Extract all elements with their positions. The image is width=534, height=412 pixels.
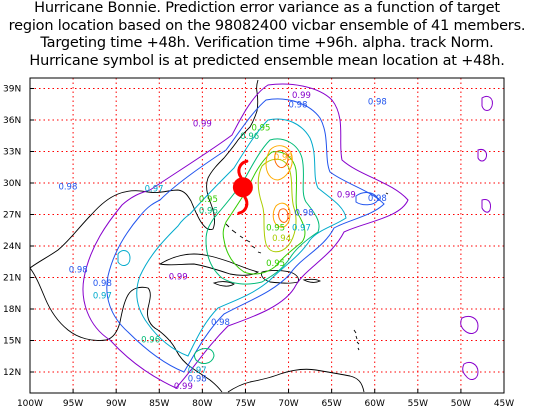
contour-0.97-gulf bbox=[117, 250, 131, 266]
title-line: Hurricane symbol is at predicted ensembl… bbox=[29, 52, 505, 69]
lat-tick-label: 21N bbox=[3, 274, 21, 284]
contour-label: 0.98 bbox=[58, 182, 77, 192]
contour-0.99-east-b bbox=[477, 149, 487, 162]
contour-label: 0.98 bbox=[188, 374, 207, 384]
coast-bahamas bbox=[225, 223, 262, 254]
lon-tick-label: 50W bbox=[451, 399, 471, 409]
contour-label: 0.96 bbox=[199, 206, 218, 216]
lon-tick-label: 70W bbox=[278, 399, 298, 409]
lon-tick-label: 75W bbox=[235, 399, 255, 409]
lon-tick-label: 90W bbox=[106, 399, 126, 409]
coastlines bbox=[29, 79, 389, 393]
contour-0.95 bbox=[222, 151, 306, 275]
lon-tick-label: 45W bbox=[494, 399, 514, 409]
contour-0.96 bbox=[205, 138, 320, 285]
title-line: Targeting time +48h. Verification time +… bbox=[40, 35, 494, 51]
contour-label: 0.95 bbox=[199, 195, 218, 205]
contour-label: 0.98 bbox=[368, 194, 387, 204]
hurricane-arm bbox=[237, 195, 249, 215]
contour-label: 0.98 bbox=[211, 318, 230, 328]
contour-0.99 bbox=[82, 83, 409, 389]
contour-label: 0.93 bbox=[274, 153, 293, 163]
variance-contours bbox=[82, 83, 493, 389]
coast-puerto-rico bbox=[302, 278, 322, 283]
lon-tick-label: 60W bbox=[365, 399, 385, 409]
coast-bermuda bbox=[385, 192, 389, 195]
contour-label: 0.97 bbox=[188, 366, 207, 376]
hurricane-arm bbox=[237, 159, 249, 179]
contour-label: 0.95 bbox=[266, 223, 285, 233]
contour-0.96-small bbox=[194, 348, 215, 364]
contour-label: 0.95 bbox=[251, 124, 270, 134]
coast-cuba bbox=[158, 253, 260, 276]
contour-0.94 bbox=[257, 158, 297, 253]
contour-0.99-east-c bbox=[481, 199, 491, 213]
contour-label: 0.98 bbox=[295, 209, 314, 219]
lat-tick-label: 36N bbox=[3, 116, 21, 126]
contour-label: 0.98 bbox=[368, 97, 387, 107]
coast-jamaica bbox=[212, 281, 235, 287]
map-frame bbox=[29, 77, 505, 394]
lon-tick-label: 85W bbox=[149, 399, 169, 409]
contour-0.98-east bbox=[355, 192, 379, 206]
lat-tick-label: 30N bbox=[3, 179, 21, 189]
hurricane-icon bbox=[232, 159, 253, 215]
graticule bbox=[30, 78, 504, 393]
lat-tick-label: 27N bbox=[3, 211, 21, 221]
contour-label: 0.99 bbox=[292, 91, 311, 101]
hurricane-eye bbox=[232, 177, 253, 198]
title-line: region location based on the 98082400 vi… bbox=[8, 17, 526, 34]
contour-label: 0.96 bbox=[240, 132, 259, 142]
coast-south-america bbox=[227, 368, 365, 393]
contour-label: 0.99 bbox=[337, 191, 356, 201]
contour-label: 0.99 bbox=[174, 382, 193, 392]
contour-label: 0.97 bbox=[292, 223, 311, 233]
contour-0.99-east-d bbox=[460, 315, 479, 334]
contour-0.98 bbox=[106, 98, 385, 373]
lat-tick-label: 39N bbox=[3, 85, 21, 95]
lon-tick-label: 95W bbox=[63, 399, 83, 409]
lon-tick-label: 65W bbox=[321, 399, 341, 409]
coast-gulf-us-mexico bbox=[29, 79, 259, 269]
coast-hispaniola bbox=[261, 270, 299, 284]
latitude-axis: 39N 36N 33N 30N 27N 24N 21N 18N 15N 12N bbox=[3, 85, 34, 378]
title-line: Hurricane Bonnie. Prediction error varia… bbox=[34, 0, 500, 16]
lat-tick-label: 24N bbox=[3, 242, 21, 252]
lon-tick-label: 80W bbox=[192, 399, 212, 409]
longitude-axis: 100W 95W 90W 85W 80W 75W 70W 65W 60W 55W 50W 45W bbox=[17, 389, 514, 409]
contour-label: 0.99 bbox=[193, 119, 212, 129]
lat-tick-label: 12N bbox=[3, 368, 21, 378]
contour-label: 0.95 bbox=[266, 259, 285, 269]
coast-mexico-yucatan bbox=[29, 267, 159, 341]
contour-label: 0.98 bbox=[93, 279, 112, 289]
contour-0.99-east-a bbox=[481, 95, 493, 111]
contour-label: 0.96 bbox=[141, 336, 160, 346]
lat-tick-label: 18N bbox=[3, 305, 21, 315]
hurricane-marker bbox=[232, 159, 253, 215]
contour-0.92 bbox=[274, 149, 289, 169]
contour-0.93-b bbox=[272, 202, 291, 228]
lat-tick-label: 15N bbox=[3, 337, 21, 347]
coast-lesser-antilles bbox=[353, 329, 360, 351]
contour-label: 0.98 bbox=[69, 265, 88, 275]
contour-label: 0.97 bbox=[145, 184, 164, 194]
contour-label: 0.94 bbox=[272, 234, 291, 244]
lon-tick-label: 100W bbox=[17, 399, 43, 409]
map-title: Hurricane Bonnie. Prediction error varia… bbox=[0, 0, 534, 70]
contour-0.99-east-e bbox=[462, 361, 479, 380]
contour-label: 0.99 bbox=[169, 273, 188, 283]
contour-labels: 0.990.980.980.990.950.960.930.980.970.96… bbox=[58, 91, 386, 392]
contour-label: 0.97 bbox=[93, 292, 112, 302]
lon-tick-label: 55W bbox=[408, 399, 428, 409]
lat-tick-label: 33N bbox=[3, 148, 21, 158]
contour-0.92-b bbox=[278, 208, 289, 223]
contour-label: 0.98 bbox=[289, 100, 308, 110]
contour-0.93 bbox=[265, 145, 293, 181]
contour-0.97 bbox=[136, 118, 347, 357]
